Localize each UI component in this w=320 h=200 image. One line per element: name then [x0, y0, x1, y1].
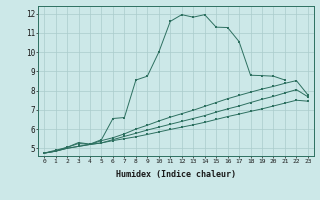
X-axis label: Humidex (Indice chaleur): Humidex (Indice chaleur) — [116, 170, 236, 179]
